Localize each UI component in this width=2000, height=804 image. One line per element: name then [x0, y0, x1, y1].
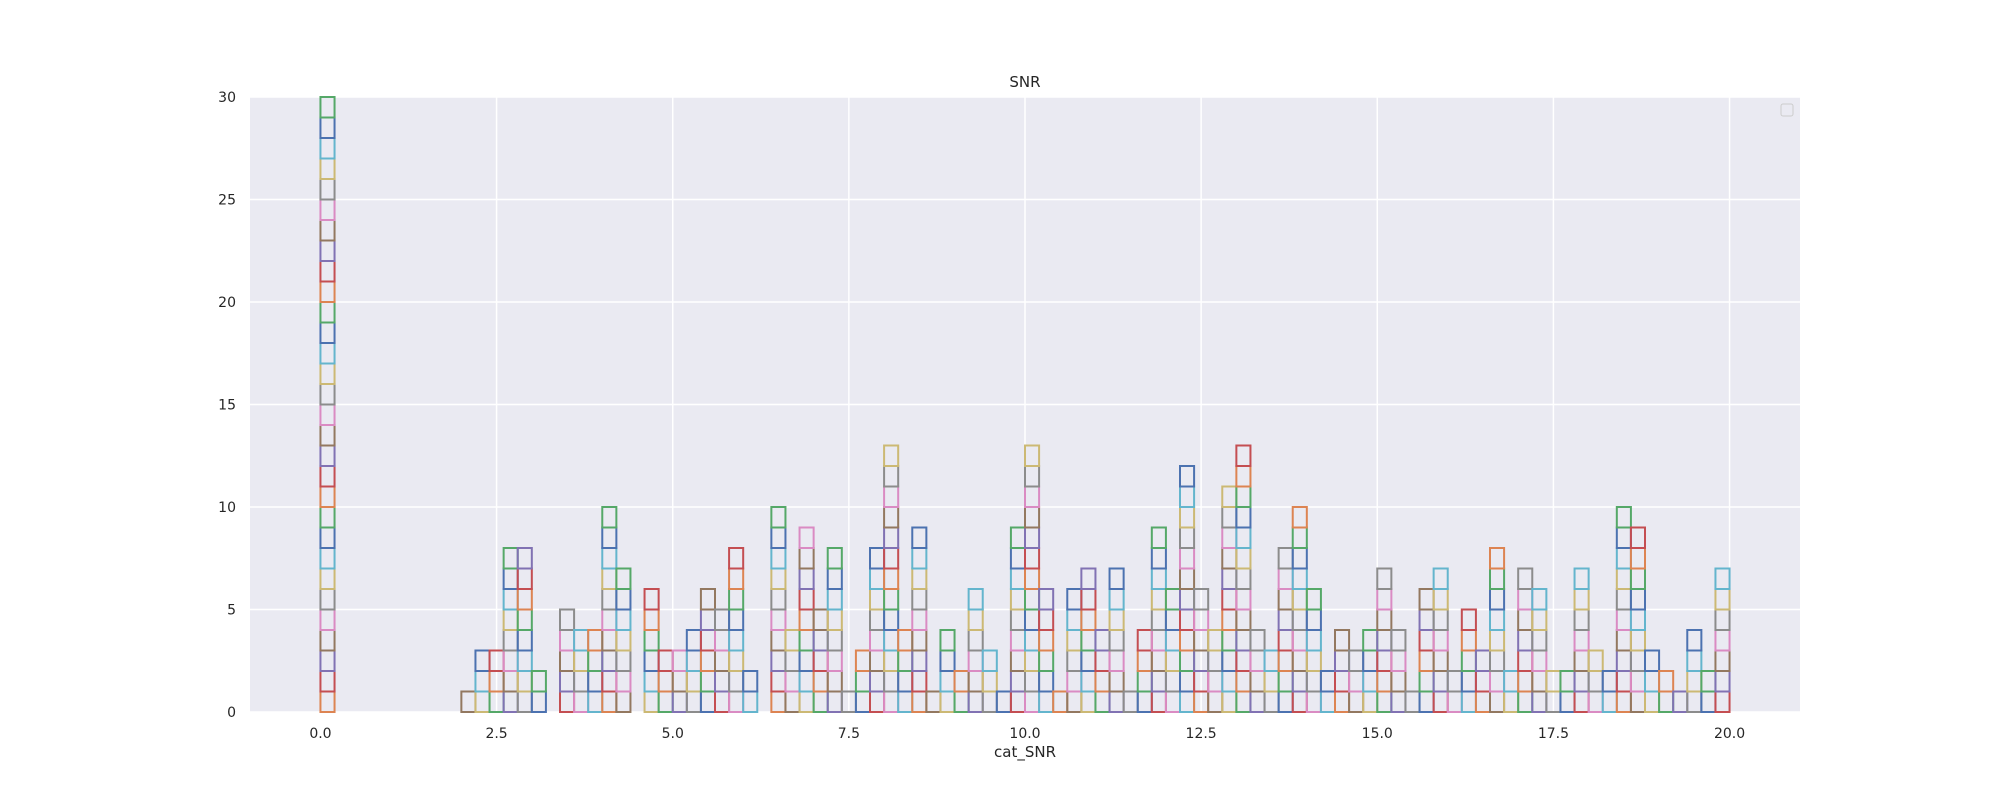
histogram-cell [939, 629, 956, 652]
histogram-cell [1573, 567, 1590, 590]
x-tick-label: 7.5 [838, 726, 860, 742]
histogram-bar [1714, 567, 1731, 713]
histogram-bars [319, 96, 1731, 713]
histogram-bar [516, 547, 533, 713]
histogram-cell [319, 96, 336, 119]
histogram-bar [826, 547, 843, 713]
chart-title: SNR [1009, 73, 1040, 91]
histogram-cell [1334, 629, 1351, 652]
x-tick-label: 20.0 [1714, 726, 1745, 742]
histogram-cell [728, 547, 745, 570]
histogram-cell [1235, 444, 1252, 467]
histogram-bar [601, 506, 618, 713]
x-tick-labels: 0.0 2.5 5.0 7.5 10.0 12.5 15.0 17.5 20.0 [309, 726, 1745, 742]
x-tick-label: 5.0 [662, 726, 684, 742]
histogram-cell [1108, 567, 1125, 590]
histogram-cell [1150, 526, 1167, 549]
histogram-cell [699, 588, 717, 611]
histogram-cell [1291, 506, 1308, 529]
y-tick-label: 25 [218, 193, 236, 209]
histogram-cell [1658, 670, 1675, 693]
histogram-cell [1615, 506, 1632, 529]
histogram-cell [1376, 567, 1393, 590]
histogram-cell [1193, 588, 1210, 611]
histogram-bar [1305, 588, 1322, 713]
histogram-cell [1531, 588, 1548, 611]
y-tick-label: 0 [227, 705, 236, 721]
histogram-bar [615, 567, 632, 713]
histogram-bar [1390, 629, 1407, 713]
histogram-bar [939, 629, 956, 713]
histogram-cell [516, 547, 533, 570]
histogram-bar [319, 96, 336, 713]
histogram-bar [530, 670, 547, 713]
histogram-cell [1179, 465, 1196, 488]
histogram-cell [1024, 444, 1041, 467]
x-tick-label: 0.0 [309, 726, 331, 742]
histogram-cell [1489, 547, 1506, 570]
legend-box [1780, 103, 1794, 117]
histogram-bar [911, 526, 928, 713]
histogram-bar [883, 444, 900, 713]
histogram-cell [1714, 567, 1731, 590]
histogram-cell [1629, 526, 1646, 549]
histogram-cell [615, 567, 632, 590]
histogram-cell [826, 547, 843, 570]
histogram-cell [1517, 567, 1534, 590]
y-tick-label: 10 [218, 500, 236, 516]
y-tick-label: 15 [218, 398, 236, 414]
y-tick-label: 30 [218, 90, 236, 106]
histogram-cell [1305, 588, 1322, 611]
histogram-cell [530, 670, 547, 693]
histogram-cell [1686, 629, 1703, 652]
histogram-cell [1080, 567, 1097, 590]
histogram-cell [1460, 608, 1477, 631]
y-tick-label: 20 [218, 295, 236, 311]
histogram-cell [559, 608, 576, 631]
histogram-cell [1587, 649, 1604, 672]
histogram-cell [1249, 629, 1266, 652]
x-tick-label: 2.5 [485, 726, 507, 742]
histogram-bar [742, 670, 759, 713]
histogram-cell [742, 670, 759, 693]
histogram-cell [883, 444, 900, 467]
x-tick-label: 15.0 [1362, 726, 1393, 742]
y-tick-label: 5 [227, 603, 236, 619]
histogram-cell [643, 588, 660, 611]
histogram-cell [1644, 649, 1661, 672]
histogram-cell [981, 649, 998, 672]
histogram-cell [911, 526, 928, 549]
x-axis-label: cat_SNR [994, 743, 1056, 762]
x-tick-label: 17.5 [1538, 726, 1569, 742]
y-tick-labels: 0 5 10 15 20 25 30 [218, 90, 236, 721]
histogram-bar [1038, 588, 1055, 713]
histogram-cell [601, 506, 618, 529]
x-tick-label: 10.0 [1009, 726, 1040, 742]
histogram-cell [967, 588, 984, 611]
histogram-bar [1094, 629, 1111, 713]
histogram-bar [967, 588, 984, 713]
x-tick-label: 12.5 [1186, 726, 1217, 742]
histogram-cell [1390, 629, 1407, 652]
histogram-bar [1686, 629, 1703, 713]
histogram-bar [1108, 567, 1125, 713]
histogram-cell [1432, 567, 1449, 590]
histogram-cell [1038, 588, 1055, 611]
histogram-cell [770, 506, 787, 529]
histogram-cell [798, 526, 815, 549]
